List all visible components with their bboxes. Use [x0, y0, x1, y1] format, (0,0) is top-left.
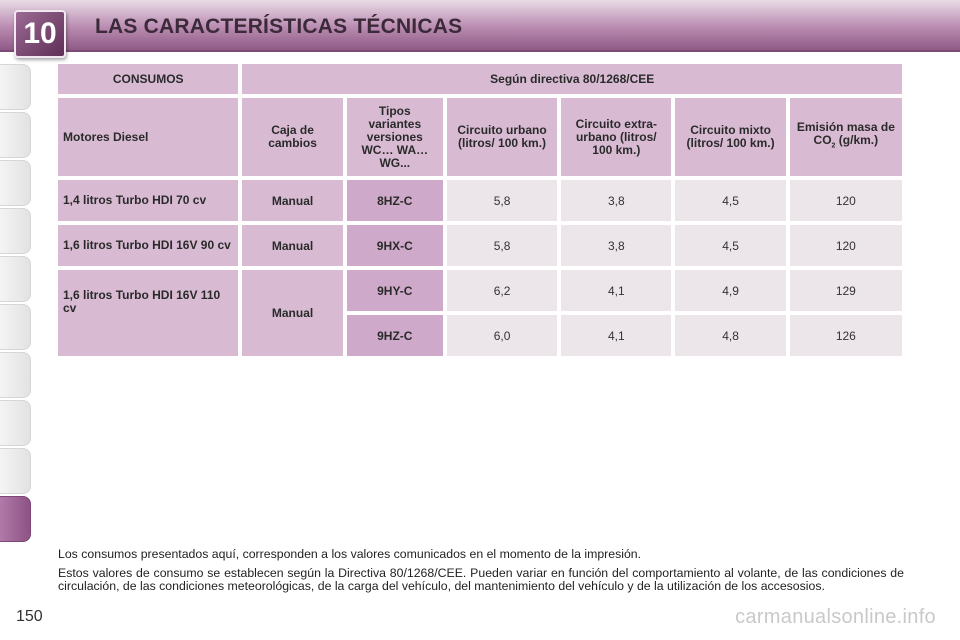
extra-urban-value: 4,1	[561, 270, 672, 311]
section-tab[interactable]	[0, 352, 31, 398]
co2-value: 126	[789, 315, 902, 356]
extra-urban-header: Circuito extra-urbano (litros/ 100 km.)	[561, 98, 672, 176]
section-tab[interactable]	[0, 304, 31, 350]
urban-value: 6,2	[446, 270, 558, 311]
section-tab[interactable]	[0, 112, 31, 158]
mixed-header: Circuito mixto (litros/ 100 km.)	[675, 98, 786, 176]
section-tabs	[0, 64, 36, 574]
emission-header: Emisión masa de CO2 (g/km.)	[789, 98, 902, 176]
engines-header: Motores Diesel	[58, 98, 239, 176]
engine-cell: 1,6 litros Turbo HDI 16V 110 cv	[58, 270, 239, 356]
co2-value: 120	[789, 180, 902, 221]
column-header-row: Motores Diesel Caja de cambios Tipos var…	[58, 98, 902, 176]
mixed-value: 4,8	[675, 315, 786, 356]
mixed-value: 4,9	[675, 270, 786, 311]
mixed-value: 4,5	[675, 225, 786, 266]
gearbox-cell: Manual	[242, 180, 343, 221]
section-tab[interactable]	[0, 256, 31, 302]
co-label: CO	[813, 133, 832, 148]
footnote-paragraph: Los consumos presentados aquí, correspon…	[58, 547, 642, 561]
engine-cell: 1,4 litros Turbo HDI 70 cv	[58, 180, 239, 221]
engine-cell: 1,6 litros Turbo HDI 16V 90 cv	[58, 225, 239, 266]
mixed-value: 4,5	[675, 180, 786, 221]
section-tab[interactable]	[0, 400, 31, 446]
urban-value: 5,8	[446, 225, 558, 266]
variant-code-cell: 9HY-C	[346, 270, 443, 311]
table-title-row: CONSUMOS Según directiva 80/1268/CEE	[58, 64, 902, 94]
header-divider	[0, 50, 960, 52]
table-row: 1,6 litros Turbo HDI 16V 110 cv Manual 9…	[58, 270, 902, 356]
section-tab[interactable]	[0, 208, 31, 254]
section-tab-active[interactable]	[0, 496, 31, 542]
chapter-badge: 10	[14, 10, 66, 58]
co2-value: 120	[789, 225, 902, 266]
co2-subscript: 2	[831, 142, 836, 150]
section-tab[interactable]	[0, 64, 31, 110]
variants-header: Tipos variantes versiones WC… WA… WG...	[346, 98, 443, 176]
extra-urban-value: 4,1	[561, 315, 672, 356]
page-title: LAS CARACTERÍSTICAS TÉCNICAS	[95, 15, 463, 38]
gearbox-cell: Manual	[242, 225, 343, 266]
urban-header: Circuito urbano (litros/ 100 km.)	[446, 98, 558, 176]
section-tab[interactable]	[0, 160, 31, 206]
section-tab[interactable]	[0, 448, 31, 494]
consumption-table: CONSUMOS Según directiva 80/1268/CEE Mot…	[54, 60, 906, 360]
variant-code-cell: 9HZ-C	[346, 315, 443, 356]
footnotes: Los consumos presentados aquí, correspon…	[58, 548, 904, 599]
consumos-header: CONSUMOS	[58, 64, 239, 94]
emission-label: Emisión masa de	[796, 120, 895, 135]
urban-value: 6,0	[446, 315, 558, 356]
co2-value: 129	[789, 270, 902, 311]
page-number: 150	[16, 608, 43, 625]
table-row: 9HZ-C 6,0 4,1 4,8 126	[58, 315, 902, 356]
extra-urban-value: 3,8	[561, 225, 672, 266]
directive-header: Según directiva 80/1268/CEE	[242, 64, 902, 94]
table-row: 1,4 litros Turbo HDI 70 cv Manual 8HZ-C …	[58, 180, 902, 221]
table-row: 1,6 litros Turbo HDI 16V 90 cv Manual 9H…	[58, 225, 902, 266]
extra-urban-value: 3,8	[561, 180, 672, 221]
urban-value: 5,8	[446, 180, 558, 221]
gearbox-cell: Manual	[242, 270, 343, 356]
gearbox-header: Caja de cambios	[242, 98, 343, 176]
variant-code-cell: 8HZ-C	[346, 180, 443, 221]
watermark: carmanualsonline.info	[735, 606, 936, 628]
variant-code-cell: 9HX-C	[346, 225, 443, 266]
emission-unit: (g/km.)	[838, 133, 879, 148]
footnote-paragraph: Estos valores de consumo se establecen s…	[58, 566, 904, 593]
header-band	[0, 0, 960, 50]
